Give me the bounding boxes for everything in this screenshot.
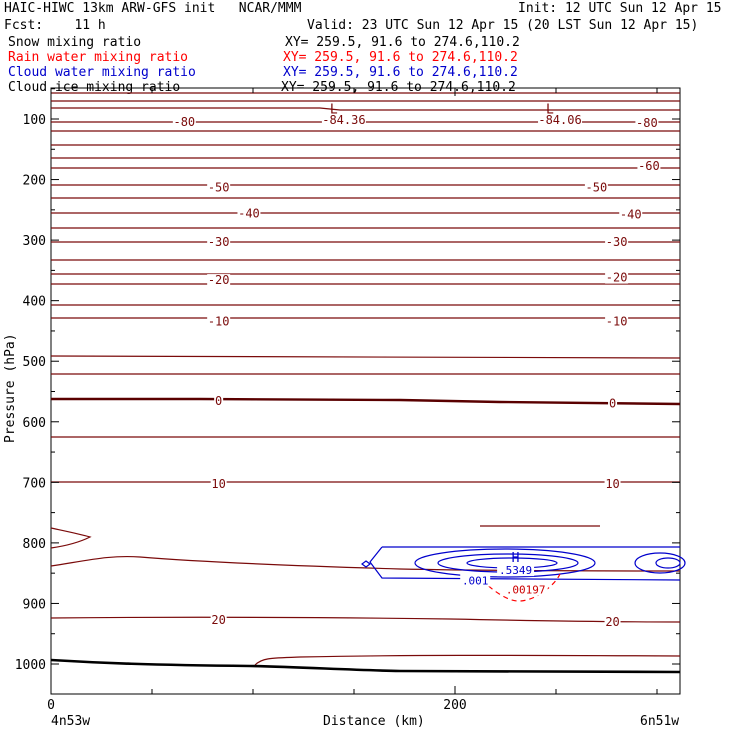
temperature-contour-label: -84.36	[322, 113, 365, 127]
temperature-contour-label: -10	[606, 314, 628, 328]
y-tick-label: 1000	[15, 658, 46, 673]
x-end-label: 6n51w	[640, 714, 679, 729]
x-tick-label: 0	[47, 698, 55, 713]
temperature-contour-label-bg	[619, 208, 643, 221]
field-xy-rain: XY= 259.5, 91.6 to 274.6,110.2	[283, 50, 518, 65]
temperature-contour-label: -40	[620, 208, 642, 222]
valid-time: Valid: 23 UTC Sun 12 Apr 15 (20 LST Sun …	[307, 18, 699, 33]
temperature-contour-label: 0	[215, 394, 222, 408]
temperature-contour-label-bg	[538, 114, 583, 127]
temperature-contour-label-bg	[214, 395, 224, 408]
temperature-contour-label-bg	[210, 478, 227, 491]
field-xy-cloud-water: XY= 259.5, 91.6 to 274.6,110.2	[283, 65, 518, 80]
rain-water-contour	[481, 573, 561, 602]
temperature-contour-label-bg	[207, 315, 231, 328]
temperature-contour-label-bg	[637, 160, 661, 173]
temperature-contour-label: 0	[609, 397, 616, 411]
temperature-contour-label-bg	[605, 235, 629, 248]
temperature-contour-label: -40	[238, 206, 260, 220]
temperature-contour-label-bg	[207, 235, 231, 248]
temperature-contour-label: 20	[605, 615, 619, 629]
y-tick-label: 200	[23, 174, 46, 189]
extrema-markers: L L H	[330, 103, 554, 566]
temperature-contour-label-bg	[321, 114, 366, 127]
temperature-contour-label-bg	[210, 613, 227, 626]
temperature-contour-label: -10	[208, 314, 230, 328]
temperature-contour-label: -20	[606, 271, 628, 285]
temperature-contour-label: -50	[586, 180, 608, 194]
y-tick-label: 100	[23, 113, 46, 128]
x-start-label: 4n53w	[51, 714, 90, 729]
temperature-contour-label-bg	[635, 117, 659, 130]
cloud-water-labels: .5349 .001	[460, 564, 535, 587]
y-tick-label: 500	[23, 355, 46, 370]
cloud-water-label: .5349	[499, 564, 532, 577]
temperature-contour-label-bg	[608, 397, 618, 410]
field-xy-snow: XY= 259.5, 91.6 to 274.6,110.2	[285, 35, 520, 50]
y-axis-label: Pressure (hPa)	[3, 333, 18, 443]
rain-water-label-bg	[503, 583, 548, 596]
temperature-contour-label: -20	[208, 273, 230, 287]
cloud-water-contours	[361, 546, 686, 581]
temperature-contours	[50, 92, 681, 666]
cloud-water-label-bg	[497, 564, 535, 577]
temperature-contour-label-bg	[604, 478, 621, 491]
temperature-contour-label: 10	[211, 477, 225, 491]
temperature-contour-label-bg	[172, 116, 196, 129]
temperature-contour-label-bg	[237, 207, 261, 220]
temperature-contour-label-bg	[207, 274, 231, 287]
temperature-contour-label-bg	[604, 616, 621, 629]
temperature-contour-label-bg	[207, 181, 231, 194]
field-label-cloud-water: Cloud water mixing ratio	[8, 65, 196, 80]
temperature-contour-label: -60	[638, 159, 660, 173]
title-left: HAIC-HIWC 13km ARW-GFS init NCAR/MMM	[4, 1, 302, 16]
y-tick-label: 300	[23, 234, 46, 249]
y-tick-label: 900	[23, 597, 46, 612]
temperature-contour-label-bg	[605, 271, 629, 284]
temperature-contour-label: 10	[605, 477, 619, 491]
x-tick-label: 200	[443, 698, 466, 713]
temperature-contour-label: -30	[606, 235, 628, 249]
temperature-contour-label: -80	[173, 115, 195, 129]
temperature-contour-label: -30	[208, 235, 230, 249]
temperature-contour-label-bg	[584, 181, 608, 194]
temperature-contour-labels: -80 -84.36 -84.06 -80 -60 -50 -50 -40 -40 -30 -30 -…	[172, 113, 661, 629]
cloud-water-label: .001	[462, 574, 489, 587]
temperature-contour-label-bg	[605, 315, 629, 328]
y-tick-label: 600	[23, 416, 46, 431]
y-tick-label: 700	[23, 476, 46, 491]
extremum-marker: L	[546, 103, 554, 118]
temperature-contour-label: -50	[208, 180, 230, 194]
extremum-marker: H	[512, 551, 520, 566]
temperature-contour-label: 20	[211, 613, 225, 627]
x-axis-ticks: 0 200	[47, 88, 658, 713]
forecast-hour: Fcst: 11 h	[4, 18, 106, 33]
plot-frame	[50, 87, 681, 695]
extremum-marker: L	[330, 103, 338, 118]
rain-water-labels: .00197	[503, 583, 548, 597]
cloud-water-label-bg	[460, 574, 491, 587]
y-tick-label: 400	[23, 295, 46, 310]
terrain-line	[50, 658, 681, 674]
temperature-contour-label: -80	[636, 116, 658, 130]
init-time: Init: 12 UTC Sun 12 Apr 15	[518, 1, 722, 16]
field-label-snow: Snow mixing ratio	[8, 35, 142, 50]
x-axis-label: Distance (km)	[323, 714, 425, 729]
y-tick-label: 800	[23, 537, 46, 552]
rain-water-label: .00197	[506, 584, 546, 597]
temperature-contour-label: -84.06	[538, 113, 581, 127]
field-label-rain: Rain water mixing ratio	[8, 50, 189, 65]
